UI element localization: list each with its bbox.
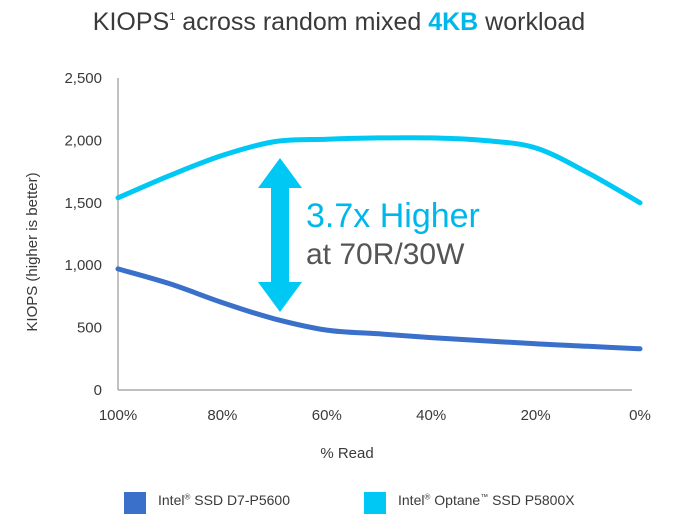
chart-title: KIOPS1 across random mixed 4KB workload [0, 8, 678, 37]
title-suffix: workload [478, 8, 586, 36]
legend-label-optane: Intel® Optane™ SSD P5800X [398, 492, 575, 508]
legend-brand-optane: Optane [430, 492, 481, 508]
legend-trademark-mark: ™ [480, 492, 489, 502]
y-axis-title: KIOPS (higher is better) [24, 172, 41, 331]
legend-model: SSD P5800X [488, 492, 575, 508]
legend-brand: Intel [398, 492, 425, 508]
x-tick-label: 20% [521, 407, 551, 424]
title-accent: 4KB [428, 8, 479, 36]
y-tick-label: 2,000 [64, 132, 102, 149]
x-axis-title: % Read [320, 445, 373, 462]
double-arrow-icon [258, 158, 302, 312]
x-tick-label: 40% [416, 407, 446, 424]
callout: 3.7x Higher at 70R/30W [306, 197, 480, 272]
double-arrow-shape [258, 158, 302, 312]
callout-subtext: at 70R/30W [306, 238, 465, 271]
callout-headline: 3.7x Higher [306, 197, 480, 235]
series-lines [115, 135, 643, 352]
y-tick-label: 500 [77, 320, 102, 337]
series-line-d7 [115, 266, 643, 352]
legend-label-d7: Intel® SSD D7-P5600 [158, 492, 290, 508]
legend-swatch-d7 [124, 492, 146, 514]
y-tick-label: 1,500 [64, 195, 102, 212]
legend-brand: Intel [158, 492, 185, 508]
x-tick-label: 60% [312, 407, 342, 424]
x-tick-label: 80% [207, 407, 237, 424]
title-middle: across random mixed [175, 8, 429, 36]
series-line-optane [115, 135, 643, 206]
legend-model: SSD D7-P5600 [190, 492, 290, 508]
y-tick-label: 0 [94, 382, 102, 399]
legend-registered-mark: ® [184, 492, 191, 502]
legend-registered-mark: ® [424, 492, 431, 502]
x-tick-label: 100% [99, 407, 137, 424]
y-axis-ticks: 0 500 1,000 1,500 2,000 2,500 [64, 70, 102, 399]
y-tick-label: 2,500 [64, 70, 102, 87]
title-footnote-mark: 1 [169, 11, 176, 23]
x-axis-ticks: 100% 80% 60% 40% 20% 0% [99, 407, 651, 424]
title-prefix: KIOPS [92, 8, 170, 36]
x-tick-label: 0% [629, 407, 651, 424]
y-tick-label: 1,000 [64, 257, 102, 274]
legend-swatch-optane [364, 492, 386, 514]
